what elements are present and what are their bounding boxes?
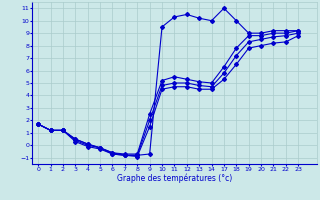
X-axis label: Graphe des températures (°c): Graphe des températures (°c) [117,173,232,183]
